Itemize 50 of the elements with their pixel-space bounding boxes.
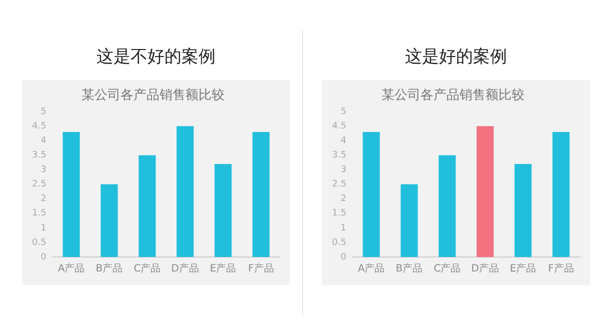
bar <box>100 184 118 257</box>
chart-title: 某公司各产品销售额比较 <box>382 88 524 104</box>
x-tick-label: B产品 <box>396 262 423 275</box>
x-tick-label: A产品 <box>58 262 85 275</box>
y-tick-label: 4.5 <box>332 121 346 132</box>
y-tick-label: 5 <box>40 106 46 117</box>
y-tick-label: 1 <box>340 223 346 234</box>
y-tick-label: 1.5 <box>332 208 346 219</box>
chart-subtitle: 这是好的案例 <box>404 46 508 69</box>
y-tick-label: 2.5 <box>32 180 46 190</box>
bar <box>62 132 80 257</box>
chart-title: 某公司各产品销售额比较 <box>82 88 224 104</box>
x-tick-label: D产品 <box>171 262 199 275</box>
x-tick-label: F产品 <box>548 262 574 275</box>
bar <box>552 132 570 257</box>
y-tick-label: 3.5 <box>332 150 346 161</box>
bar <box>176 126 194 257</box>
y-tick-label: 0.5 <box>32 238 46 248</box>
x-tick-label: E产品 <box>210 262 236 275</box>
bar <box>214 164 232 257</box>
y-tick-label: 4.5 <box>32 121 46 132</box>
bar <box>476 126 494 257</box>
y-tick-label: 3 <box>40 165 46 176</box>
x-tick-label: C产品 <box>134 262 161 275</box>
y-tick-label: 1.5 <box>32 208 46 219</box>
x-tick-label: C产品 <box>434 262 461 275</box>
y-tick-label: 2.5 <box>332 180 346 190</box>
y-tick-label: 2 <box>340 194 346 204</box>
y-tick-label: 2 <box>40 194 46 204</box>
bar <box>138 155 156 257</box>
y-tick-label: 5 <box>340 106 346 117</box>
bar <box>400 184 418 257</box>
x-tick-label: D产品 <box>471 262 499 275</box>
y-tick-label: 1 <box>40 223 46 234</box>
bar <box>438 155 456 257</box>
y-tick-label: 4 <box>40 136 47 146</box>
bar <box>514 164 532 257</box>
y-tick-label: 3.5 <box>32 150 46 161</box>
x-tick-label: E产品 <box>510 262 536 275</box>
y-tick-label: 0 <box>340 252 347 262</box>
x-tick-label: F产品 <box>248 262 274 275</box>
y-tick-label: 3 <box>340 165 346 176</box>
chart-subtitle: 这是不好的案例 <box>96 46 216 69</box>
y-tick-label: 0 <box>40 252 47 262</box>
y-tick-label: 0.5 <box>332 238 346 248</box>
bar <box>362 132 380 257</box>
x-tick-label: B产品 <box>96 262 123 275</box>
x-tick-label: A产品 <box>358 262 385 275</box>
y-tick-label: 4 <box>340 136 347 146</box>
bar <box>252 132 270 257</box>
